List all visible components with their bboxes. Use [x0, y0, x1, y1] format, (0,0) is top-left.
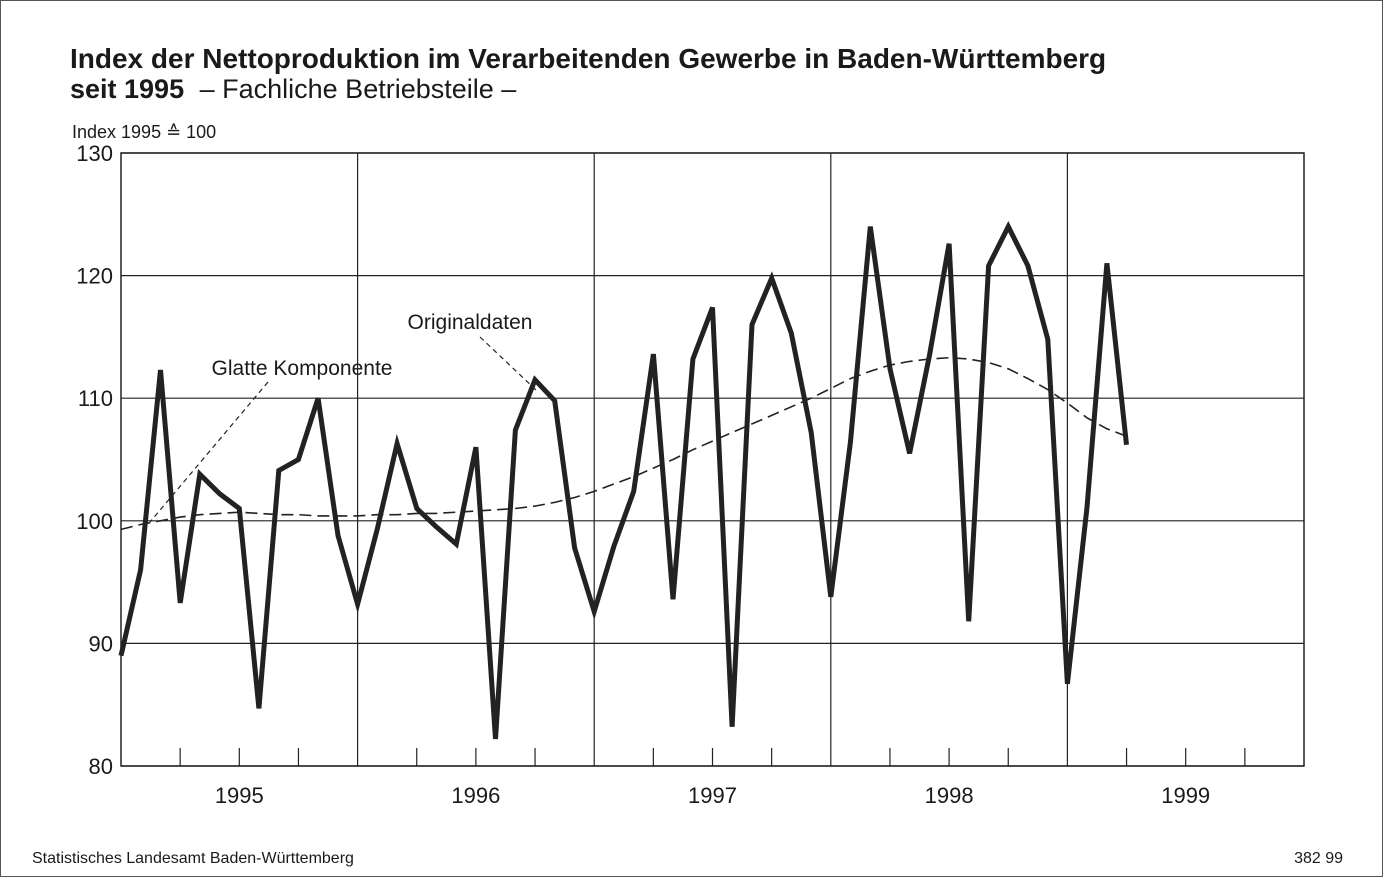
y-tick-label: 90: [89, 631, 113, 656]
x-tick-label: 1995: [215, 783, 264, 808]
subtitle: – Fachliche Betriebsteile –: [200, 74, 517, 104]
y-tick-label: 80: [89, 754, 113, 779]
chart-title: Index der Nettoproduktion im Verarbeiten…: [70, 43, 1106, 74]
y-tick-label: 130: [76, 141, 113, 166]
series-annotation: Originaldaten: [408, 311, 533, 334]
figure-number: 382 99: [1294, 850, 1343, 867]
series-annotation: Glatte Komponente: [212, 357, 393, 380]
x-tick-label: 1999: [1161, 783, 1210, 808]
x-tick-label: 1997: [688, 783, 737, 808]
source: Statistisches Landesamt Baden-Württember…: [32, 850, 354, 867]
y-tick-label: 120: [76, 264, 113, 289]
series-line: [120, 356, 1127, 531]
leader-line: [479, 336, 537, 391]
chart-title-line2: seit 1995 – Fachliche Betriebsteile –: [70, 74, 516, 104]
title-line2: seit 1995: [70, 74, 184, 104]
x-tick-label: 1998: [925, 783, 974, 808]
y-tick-label: 110: [78, 386, 113, 411]
x-tick-label: 1996: [451, 783, 500, 808]
series-line: [118, 221, 1129, 740]
y-axis-label: Index 1995 ≙ 100: [72, 122, 216, 142]
y-tick-label: 100: [76, 509, 113, 534]
leader-line: [149, 381, 269, 523]
